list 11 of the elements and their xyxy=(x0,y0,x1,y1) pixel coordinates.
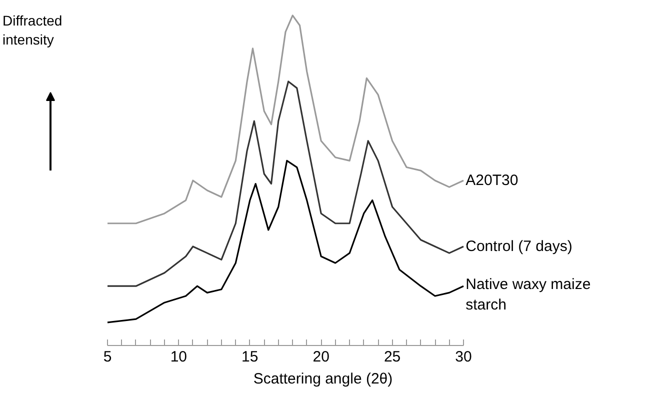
x-tick-label: 25 xyxy=(384,348,401,366)
x-tick-label: 15 xyxy=(242,348,258,366)
x-axis-title: Scattering angle (2θ) xyxy=(253,370,393,388)
series-label: A20T30 xyxy=(466,172,518,189)
series-label: Native waxy maize starch xyxy=(466,276,591,314)
x-tick-label: 20 xyxy=(312,348,330,366)
series-label: Control (7 days) xyxy=(466,238,572,255)
y-axis-title: Diffracted intensity xyxy=(2,12,62,48)
x-tick-label: 30 xyxy=(455,348,472,366)
x-tick-label: 10 xyxy=(170,348,188,366)
x-tick-label: 5 xyxy=(103,348,112,366)
